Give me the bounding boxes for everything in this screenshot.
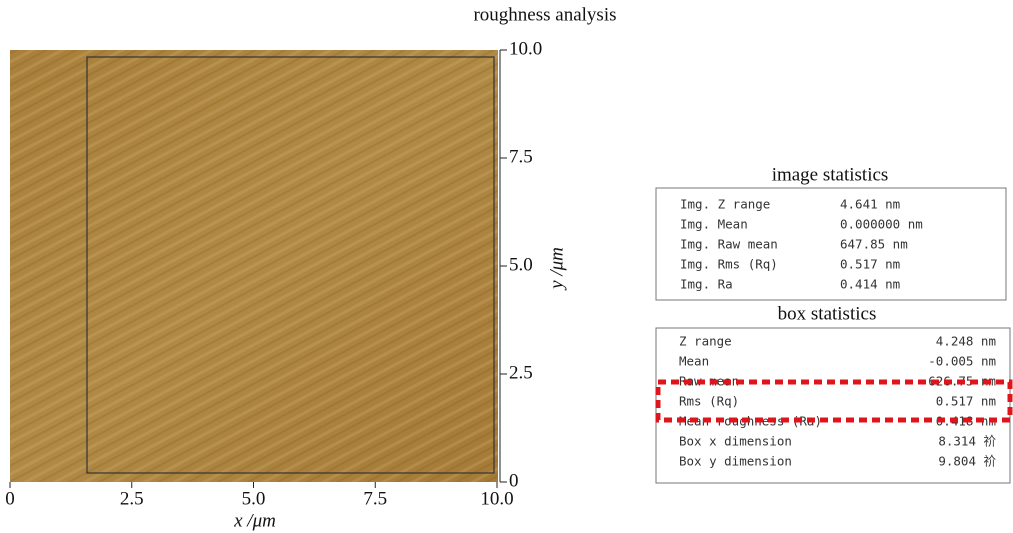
analysis-box <box>86 56 495 474</box>
stat-label: Box x dimension <box>679 434 792 449</box>
y-tick-label: 5.0 <box>509 254 533 275</box>
y-tick-label: 2.5 <box>509 362 533 383</box>
x-tick-label: 2.5 <box>120 488 144 509</box>
stat-label: Img. Raw mean <box>680 237 778 252</box>
stat-label: Raw mean <box>679 374 739 389</box>
y-tick-label: 7.5 <box>509 146 533 167</box>
stat-label: Img. Mean <box>680 217 748 232</box>
x-axis-label: x /μm <box>233 510 276 531</box>
stat-label: Z range <box>679 334 732 349</box>
stat-value: -0.005 nm <box>928 354 996 369</box>
stat-value: 4.248 nm <box>936 334 996 349</box>
x-tick-label: 0 <box>5 488 15 509</box>
panel-title: image statistics <box>772 164 889 185</box>
stat-value: 9.804 祄 <box>938 454 996 469</box>
stat-label: Img. Rms (Rq) <box>680 257 778 272</box>
y-axis-label: y /μm <box>546 247 567 291</box>
stat-label: Img. Z range <box>680 197 770 212</box>
x-tick-label: 10.0 <box>480 488 513 509</box>
x-tick-label: 5.0 <box>242 488 266 509</box>
stat-value: 0.517 nm <box>936 394 996 409</box>
y-tick-label: 0 <box>509 470 519 491</box>
y-tick-label: 10.0 <box>509 38 542 59</box>
stat-label: Mean roughness (Ra) <box>679 414 822 429</box>
stat-value: 8.314 祄 <box>938 434 996 449</box>
stat-label: Img. Ra <box>680 277 733 292</box>
panel-title: box statistics <box>778 303 877 324</box>
stat-value: 4.641 nm <box>840 197 900 212</box>
x-tick-label: 7.5 <box>363 488 387 509</box>
stat-value: 0.414 nm <box>840 277 900 292</box>
panel <box>655 327 1011 484</box>
highlight-box <box>655 379 1013 423</box>
afm-texture <box>10 50 498 482</box>
stat-label: Box y dimension <box>679 454 792 469</box>
stat-value: 647.85 nm <box>840 237 908 252</box>
stat-label: Rms (Rq) <box>679 394 739 409</box>
figure-title: roughness analysis <box>473 4 616 25</box>
panel <box>655 187 1007 301</box>
stat-value: 0.517 nm <box>840 257 900 272</box>
stat-value: 0.000000 nm <box>840 217 923 232</box>
stat-label: Mean <box>679 354 709 369</box>
